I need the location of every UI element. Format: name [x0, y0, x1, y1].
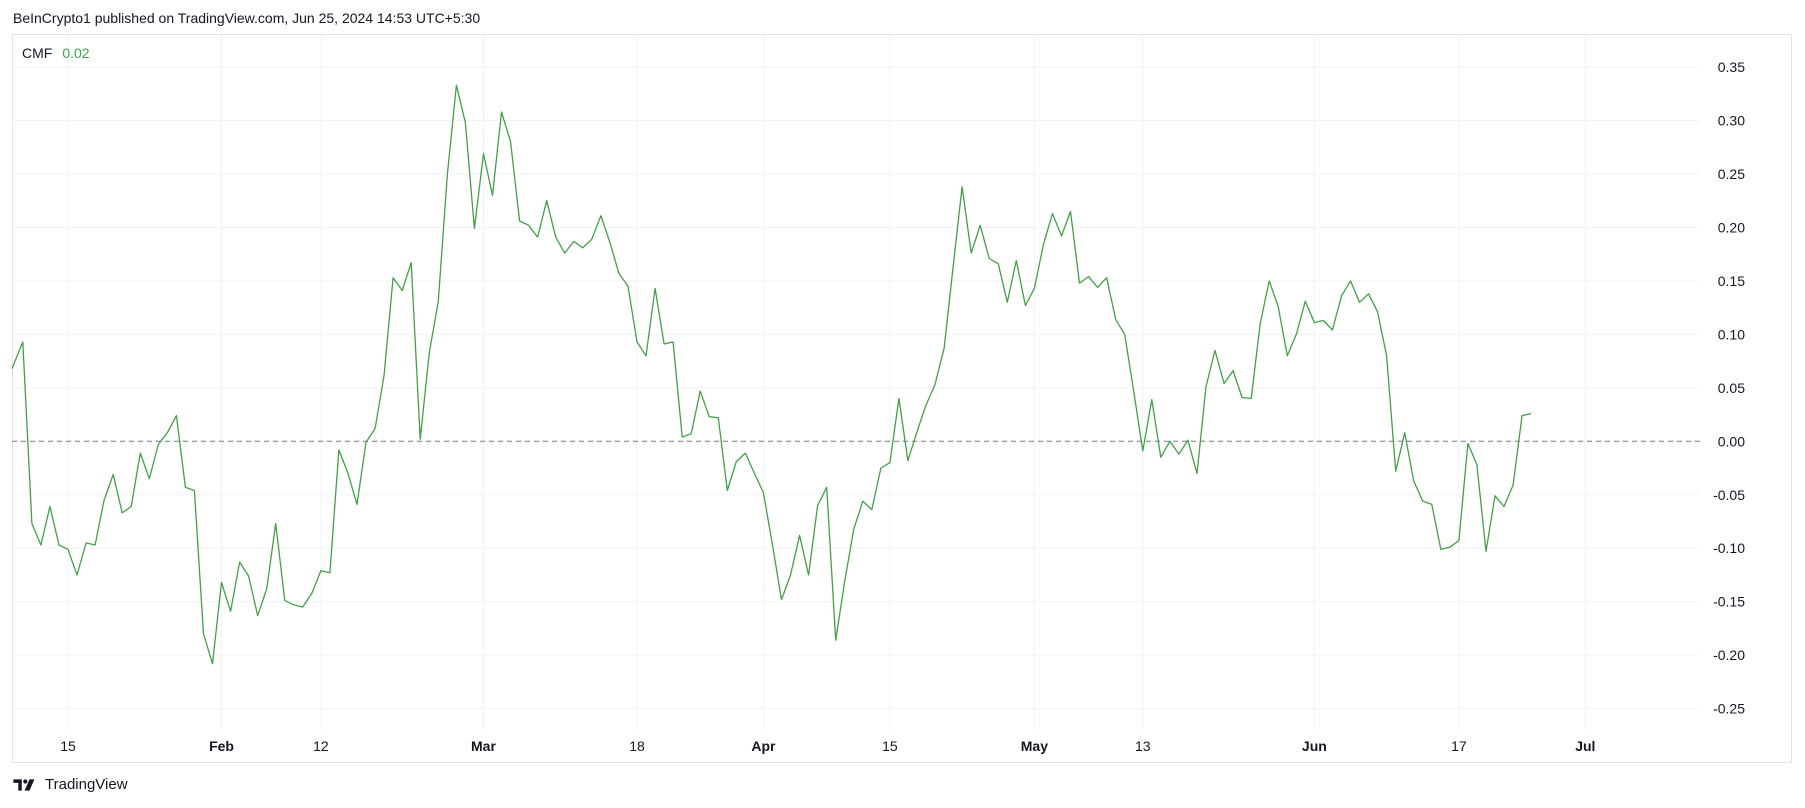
footer-brand: TradingView: [45, 776, 128, 793]
cmf-series-line[interactable]: [11, 84, 1532, 665]
x-axis-ticks: 15 Feb 12 Mar 18 Apr 15 May 13 Jun 17 Jul: [60, 738, 1595, 754]
x-tick-label: 13: [1135, 738, 1151, 754]
y-tick-label: 0.30: [1718, 113, 1745, 129]
x-tick-label: 12: [313, 738, 329, 754]
legend-indicator-value: 0.02: [62, 45, 90, 61]
x-tick-label: Jul: [1575, 738, 1595, 754]
y-tick-label: 0.35: [1718, 59, 1745, 75]
grid-layer: [12, 35, 1700, 730]
indicator-legend[interactable]: CMF 0.02: [22, 45, 90, 61]
x-tick-label: 18: [629, 738, 645, 754]
x-tick-label: 15: [882, 738, 898, 754]
x-tick-label: 17: [1451, 738, 1467, 754]
tradingview-logo-icon: [13, 778, 35, 791]
y-tick-label: -0.15: [1713, 594, 1745, 610]
y-tick-label: -0.05: [1713, 487, 1745, 503]
x-tick-label: Jun: [1302, 738, 1327, 754]
y-tick-label: 0.25: [1718, 166, 1745, 182]
x-tick-label: 15: [60, 738, 76, 754]
legend-indicator-name: CMF: [22, 45, 53, 61]
y-tick-label: -0.25: [1713, 701, 1745, 717]
y-tick-label: 0.00: [1718, 433, 1745, 449]
y-tick-label: 0.15: [1718, 273, 1745, 289]
y-axis-ticks: 0.35 0.30 0.25 0.20 0.15 0.10 0.05 0.00 -0.05 -0.…: [1713, 59, 1745, 717]
publish-header: BeInCrypto1 published on TradingView.com…: [13, 10, 481, 26]
x-tick-label: Feb: [209, 738, 234, 754]
chart-frame: [12, 34, 1792, 763]
y-tick-label: 0.05: [1718, 380, 1745, 396]
series-layer: [11, 84, 1532, 665]
tradingview-footer[interactable]: TradingView: [13, 776, 128, 793]
y-tick-label: 0.10: [1718, 326, 1745, 342]
x-tick-label: May: [1021, 738, 1048, 754]
y-tick-label: -0.10: [1713, 540, 1745, 556]
y-tick-label: -0.20: [1713, 647, 1745, 663]
x-tick-label: Apr: [751, 738, 776, 754]
x-tick-label: Mar: [471, 738, 496, 754]
y-tick-label: 0.20: [1718, 219, 1745, 235]
